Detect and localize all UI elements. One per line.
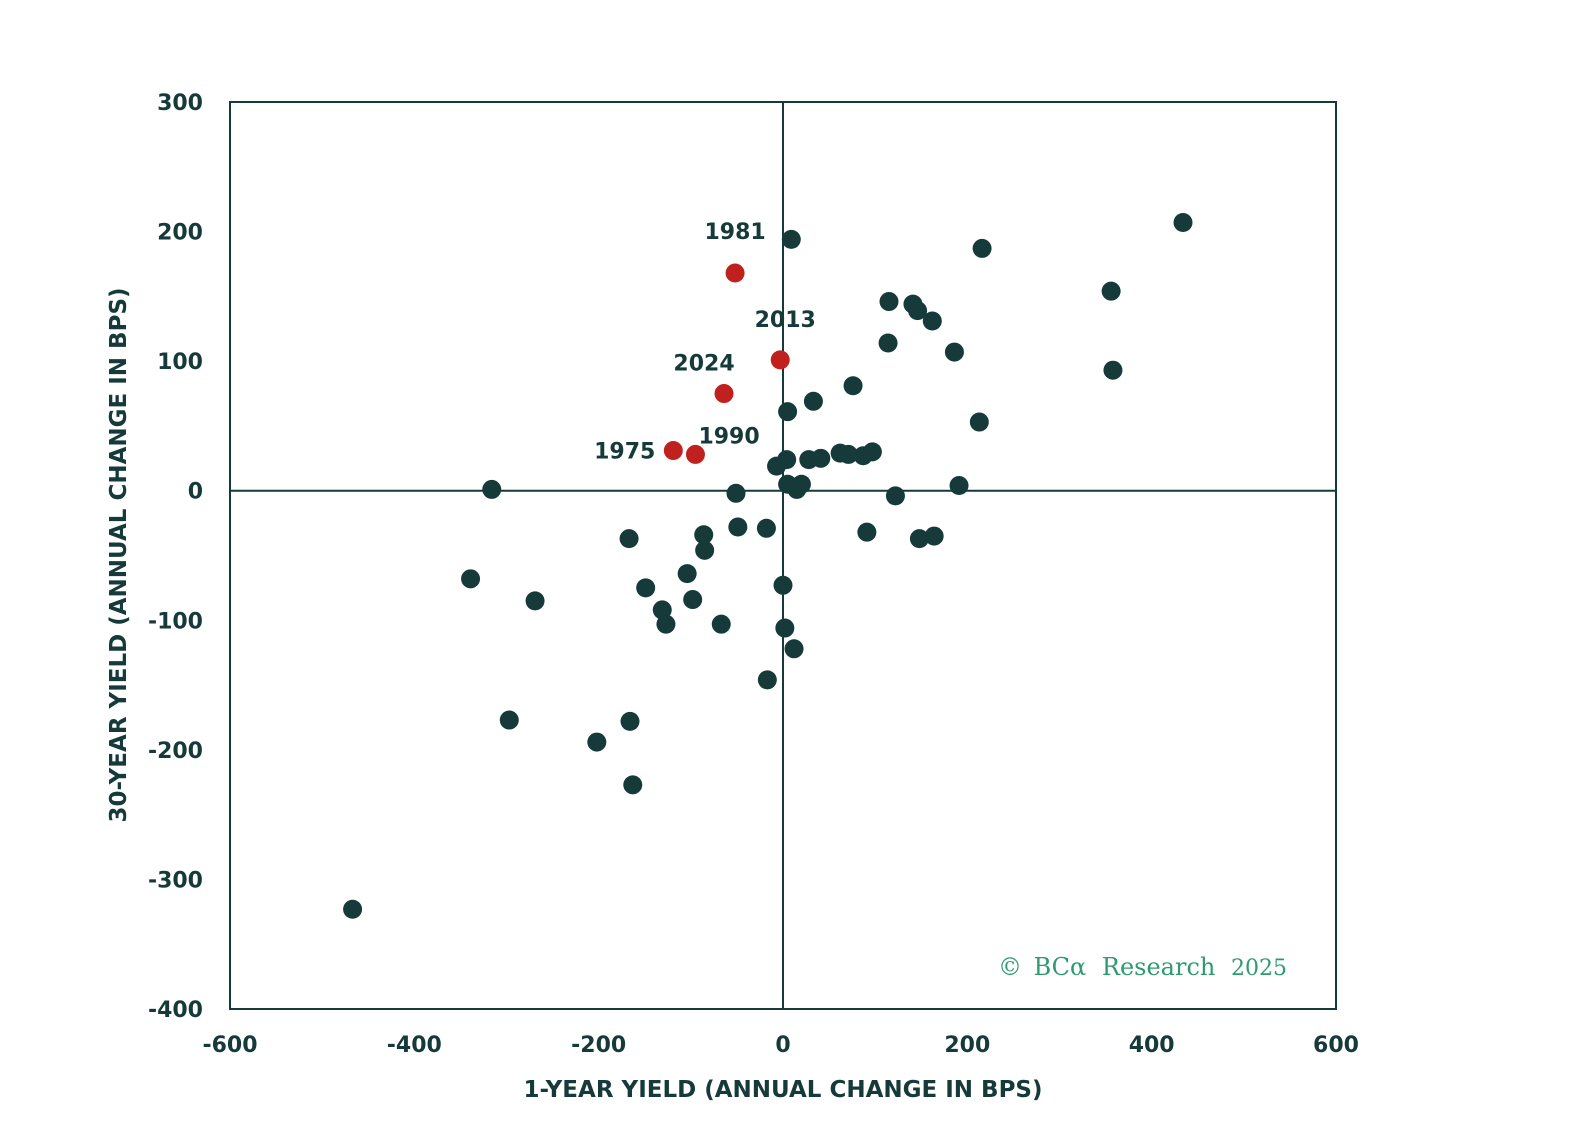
data-point <box>525 591 545 611</box>
data-points <box>343 213 1193 919</box>
y-tick-label: -300 <box>148 868 203 893</box>
y-tick-label: -400 <box>148 998 203 1023</box>
data-point <box>777 450 797 470</box>
data-point <box>728 517 748 537</box>
highlighted-points <box>663 263 790 464</box>
data-point <box>652 600 672 620</box>
highlighted-point <box>725 263 745 283</box>
data-point <box>619 529 639 549</box>
data-point <box>636 578 656 598</box>
data-point <box>909 529 929 549</box>
data-point <box>791 474 811 494</box>
data-point <box>694 525 714 545</box>
brand-logo: BCα <box>1034 953 1087 981</box>
highlighted-point-label: 1975 <box>594 440 655 465</box>
highlighted-point-label: 2024 <box>673 352 734 377</box>
data-point <box>885 486 905 506</box>
highlighted-point <box>770 350 790 370</box>
x-tick-label: -200 <box>571 1033 626 1058</box>
data-point <box>838 444 858 464</box>
y-axis-label: 30-YEAR YIELD (ANNUAL CHANGE IN BPS) <box>106 287 132 822</box>
data-point <box>857 522 877 542</box>
data-point <box>778 402 798 422</box>
y-tick-label: 100 <box>157 350 203 375</box>
x-tick-labels: -600 -400 -200 0 200 400 600 <box>202 1033 1359 1058</box>
data-point <box>924 526 944 546</box>
plot-frame <box>229 101 1337 1010</box>
y-tick-label: -100 <box>148 609 203 634</box>
y-tick-labels: -400 -300 -200 -100 0 100 200 300 <box>148 91 203 1023</box>
data-point <box>773 575 793 595</box>
data-point <box>781 229 801 249</box>
data-point <box>711 614 731 634</box>
data-point <box>587 732 607 752</box>
data-point <box>726 483 746 503</box>
x-tick-label: 200 <box>944 1033 990 1058</box>
data-point <box>922 311 942 331</box>
data-point <box>757 670 777 690</box>
highlighted-point-label: 1981 <box>704 220 765 245</box>
y-tick-label: 300 <box>157 91 203 116</box>
highlighted-point-labels: 1981 2013 2024 1975 1990 <box>594 220 816 465</box>
data-point <box>461 569 481 589</box>
data-point <box>683 590 703 610</box>
highlighted-point <box>663 441 683 461</box>
y-tick-label: 0 <box>188 480 203 505</box>
y-tick-label: -200 <box>148 739 203 764</box>
copyright-symbol: © <box>998 953 1022 981</box>
x-tick-label: -400 <box>387 1033 442 1058</box>
highlighted-point <box>714 384 734 404</box>
x-tick-label: 400 <box>1129 1033 1175 1058</box>
highlighted-point-label: 2013 <box>755 308 816 333</box>
data-point <box>499 710 519 730</box>
data-point <box>908 301 928 321</box>
data-point <box>811 448 831 468</box>
data-point <box>843 376 863 396</box>
x-axis-label: 1-YEAR YIELD (ANNUAL CHANGE IN BPS) <box>523 1077 1042 1103</box>
data-point <box>803 391 823 411</box>
data-point <box>972 238 992 258</box>
data-point <box>623 775 643 795</box>
data-point <box>969 412 989 432</box>
data-point <box>879 292 899 312</box>
copyright-year: 2025 <box>1231 956 1287 981</box>
data-point <box>482 479 502 499</box>
highlighted-point <box>685 444 705 464</box>
data-point <box>784 639 804 659</box>
data-point <box>1101 281 1121 301</box>
data-point <box>949 476 969 496</box>
copyright-notice: © BCα Research 2025 <box>998 953 1287 981</box>
data-point <box>343 899 363 919</box>
data-point <box>620 711 640 731</box>
data-point <box>775 618 795 638</box>
x-tick-label: 600 <box>1313 1033 1359 1058</box>
data-point <box>1173 213 1193 233</box>
copyright-text: Research <box>1102 953 1215 981</box>
data-point <box>756 518 776 538</box>
data-point <box>1103 360 1123 380</box>
data-point <box>656 614 676 634</box>
highlighted-point-label: 1990 <box>698 424 759 449</box>
data-point <box>677 564 697 584</box>
data-point <box>944 342 964 362</box>
x-tick-label: -600 <box>202 1033 257 1058</box>
data-point <box>878 333 898 353</box>
x-tick-label: 0 <box>775 1033 790 1058</box>
data-point <box>695 540 715 560</box>
y-tick-label: 200 <box>157 221 203 246</box>
data-point <box>862 442 882 462</box>
